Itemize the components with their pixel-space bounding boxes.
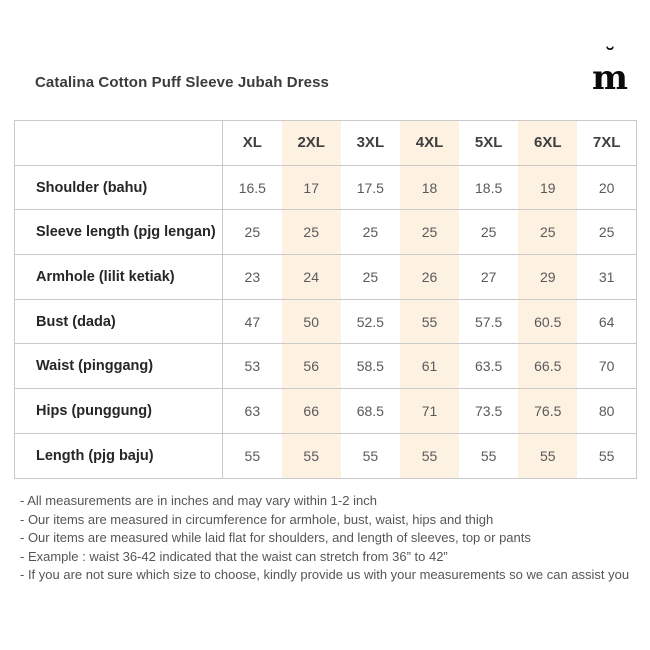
table-row: Hips (punggung) 63 66 68.5 71 73.5 76.5 80 <box>14 388 638 434</box>
note-item: - Our items are measured in circumferenc… <box>20 511 494 527</box>
measurement-value: 18 <box>399 164 460 211</box>
size-column-header-4xl: 4XL <box>399 120 460 166</box>
measurement-row-label: Bust (dada) <box>14 298 223 345</box>
measurement-value: 63.5 <box>459 343 519 390</box>
measurement-value: 55 <box>459 432 519 479</box>
measurement-notes: - All measurements are in inches and may… <box>20 492 635 585</box>
measurement-value: 55 <box>281 432 341 479</box>
measurement-value: 25 <box>281 209 341 256</box>
note-item: - If you are not sure which size to choo… <box>20 567 630 583</box>
measurement-value: 50 <box>281 298 341 345</box>
measurement-value: 17 <box>281 164 341 211</box>
measurement-value: 70 <box>577 343 638 390</box>
table-row: Armhole (lilit ketiak) 23 24 25 26 27 29 31 <box>14 254 638 300</box>
measurement-value: 16.5 <box>222 164 282 211</box>
measurement-value: 53 <box>222 343 282 390</box>
logo-letter-m: m <box>592 58 628 98</box>
measurement-value: 31 <box>577 254 638 300</box>
measurement-value: 57.5 <box>459 298 519 345</box>
size-column-header-xl: XL <box>222 120 282 166</box>
size-column-header-5xl: 5XL <box>459 120 519 166</box>
measurement-value: 23 <box>222 254 282 300</box>
measurement-value: 64 <box>577 298 638 345</box>
measurement-value: 26 <box>399 254 460 300</box>
measurement-value: 66 <box>281 388 341 434</box>
measurement-value: 20 <box>577 164 638 211</box>
measurement-row-label: Length (pjg baju) <box>14 432 223 479</box>
measurement-value: 17.5 <box>340 164 400 211</box>
table-row: Waist (pinggang) 53 56 58.5 61 63.5 66.5 70 <box>14 343 638 390</box>
page-header: Catalina Cotton Puff Sleeve Jubah Dress … <box>35 44 632 102</box>
brand-logo-icon: ˘ m <box>590 44 630 98</box>
measurement-value: 25 <box>340 254 400 300</box>
measurement-value: 55 <box>577 432 638 479</box>
measurement-row-label: Shoulder (bahu) <box>14 164 223 211</box>
measurement-value: 25 <box>222 209 282 256</box>
table-row: Shoulder (bahu) 16.5 17 17.5 18 18.5 19 20 <box>14 164 638 211</box>
measurement-row-label: Sleeve length (pjg lengan) <box>14 209 223 256</box>
size-column-header-2xl: 2XL <box>281 120 341 166</box>
measurement-value: 80 <box>577 388 638 434</box>
measurement-value: 25 <box>459 209 519 256</box>
measurement-value: 56 <box>281 343 341 390</box>
measurement-row-label: Armhole (lilit ketiak) <box>14 254 223 300</box>
measurement-value: 29 <box>518 254 578 300</box>
note-item: - Example : waist 36-42 indicated that t… <box>20 548 448 564</box>
measurement-value: 47 <box>222 298 282 345</box>
measurement-value: 58.5 <box>340 343 400 390</box>
measurement-value: 73.5 <box>459 388 519 434</box>
measurement-value: 55 <box>399 432 460 479</box>
table-row: Sleeve length (pjg lengan) 25 25 25 25 25 25 25 <box>14 209 638 256</box>
measurement-row-label: Hips (punggung) <box>14 388 223 434</box>
measurement-value: 61 <box>399 343 460 390</box>
measurement-value: 24 <box>281 254 341 300</box>
measurement-value: 25 <box>577 209 638 256</box>
measurement-value: 18.5 <box>459 164 519 211</box>
measurement-value: 66.5 <box>518 343 578 390</box>
measurement-value: 25 <box>399 209 460 256</box>
measurement-row-label: Waist (pinggang) <box>14 343 223 390</box>
measurement-value: 55 <box>340 432 400 479</box>
measurement-value: 71 <box>399 388 460 434</box>
measurement-value: 63 <box>222 388 282 434</box>
size-column-header-3xl: 3XL <box>340 120 400 166</box>
measurement-value: 68.5 <box>340 388 400 434</box>
measurement-value: 19 <box>518 164 578 211</box>
measurement-value: 55 <box>399 298 460 345</box>
size-column-header-6xl: 6XL <box>518 120 578 166</box>
measurement-value: 25 <box>518 209 578 256</box>
measurement-value: 55 <box>518 432 578 479</box>
corner-cell <box>14 120 223 166</box>
note-item: - All measurements are in inches and may… <box>20 493 377 508</box>
measurement-value: 60.5 <box>518 298 578 345</box>
size-column-header-7xl: 7XL <box>577 120 638 166</box>
table-row: Length (pjg baju) 55 55 55 55 55 55 55 <box>14 432 638 479</box>
size-chart-table: XL 2XL 3XL 4XL 5XL 6XL 7XL Shoulder (bahu) 16.5… <box>14 120 638 479</box>
table-row: Bust (dada) 47 50 52.5 55 57.5 60.5 64 <box>14 298 638 345</box>
size-chart-header-row: XL 2XL 3XL 4XL 5XL 6XL 7XL <box>14 120 638 166</box>
measurement-value: 76.5 <box>518 388 578 434</box>
measurement-value: 25 <box>340 209 400 256</box>
note-item: - Our items are measured while laid flat… <box>20 530 531 546</box>
measurement-value: 27 <box>459 254 519 300</box>
page-title: Catalina Cotton Puff Sleeve Jubah Dress <box>35 74 329 91</box>
logo-breve-accent: ˘ <box>604 44 616 70</box>
measurement-value: 55 <box>222 432 282 479</box>
measurement-value: 52.5 <box>340 298 400 345</box>
